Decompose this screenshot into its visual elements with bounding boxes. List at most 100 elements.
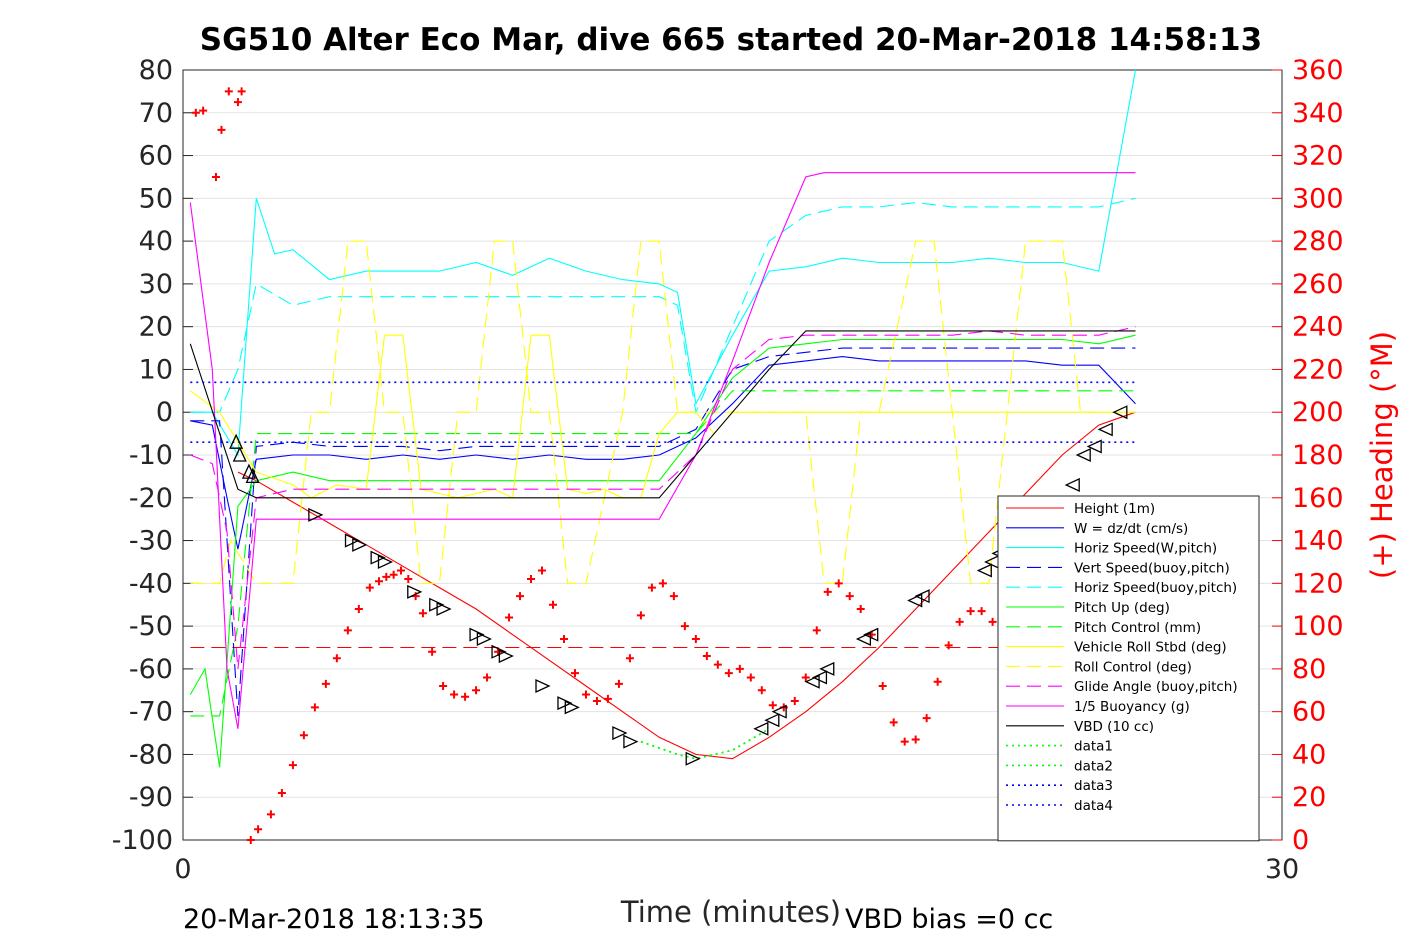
dive-marker [564,700,580,715]
dive-marker [498,649,514,664]
y2-tick-label: 140 [1292,526,1344,557]
heading-point [428,647,437,656]
heading-point [823,587,832,596]
heading-point [548,600,557,609]
y2-tick-label: 220 [1292,354,1344,385]
heading-point [955,617,964,626]
legend: Height (1m) W = dz/dt (cm/s) Horiz Speed(W… [997,495,1260,842]
y-tick-label: -10 [129,440,173,471]
heading-point [461,692,470,701]
y-tick-label: 50 [139,183,173,214]
legend-label: W = dz/dt (cm/s) [1074,521,1188,537]
dive-marker [1064,477,1080,492]
heading-point [310,703,319,712]
y-tick-label: 70 [139,98,173,129]
y2-tick-label: 300 [1292,183,1344,214]
y-tick-label: 0 [156,397,173,428]
heading-point [702,652,711,661]
dive-marker [535,678,551,694]
dive-marker [469,627,485,642]
heading-point [669,592,678,601]
heading-point [199,106,208,115]
heading-point [658,579,667,588]
heading-point [944,641,953,650]
y2-tick-label: 260 [1292,269,1344,300]
y-tick-label: 30 [139,269,173,300]
heading-point [812,626,821,635]
legend-label: Horiz Speed(buoy,pitch) [1074,580,1237,596]
heading-point [538,566,547,575]
y-tick-label: 60 [139,141,173,172]
heading-point [527,575,536,584]
dive-marker [229,433,244,449]
legend-label: 1/5 Buoyancy (g) [1074,699,1190,715]
dive-marker [407,584,423,599]
series-line-5 [189,334,1136,768]
heading-point [418,609,427,618]
y-tick-label: 10 [139,354,173,385]
series-line-3 [190,347,1136,716]
y-tick-label: -60 [129,654,173,685]
heading-point [878,682,887,690]
y-tick-label: 80 [139,55,173,86]
heading-point [191,108,200,117]
y-tick-label: 20 [139,312,173,343]
legend-box [997,495,1260,842]
plot-area: 80706050403020100-10-20-30-40-50-60-70-8… [112,55,1344,885]
heading-point [592,696,601,705]
heading-point [277,788,286,797]
footer-timestamp: 20-Mar-2018 18:13:35 [183,904,485,935]
heading-point [559,634,568,643]
dive-marker [308,507,324,522]
series-line-8 [190,240,1136,584]
heading-point [343,626,352,635]
heading-point [581,690,590,699]
y2-tick-label: 160 [1292,483,1344,514]
dive-marker [352,537,368,552]
heading-point [254,825,263,834]
chart-title: SG510 Alter Eco Mar, dive 665 started 20… [200,22,1262,58]
dive-marker [976,563,992,578]
x-axis-label: Time (minutes) [620,895,841,929]
heading-point [450,690,459,699]
series-line-0 [237,411,1136,760]
legend-label: data2 [1074,758,1113,774]
y-tick-label: -40 [129,568,173,599]
heading-point [603,694,612,703]
heading-point [472,686,481,695]
dive-marker [914,589,930,604]
dive-marker [429,597,445,612]
legend-label: Height (1m) [1074,501,1155,517]
legend-label: Horiz Speed(W,pitch) [1074,541,1217,557]
y2-tick-label: 240 [1292,312,1344,343]
heading-point [691,634,700,643]
y2-axis-label: (+) Heading (°M) [1365,331,1399,579]
heading-point [966,607,975,616]
legend-label: VBD (10 cc) [1074,719,1154,735]
heading-point [321,679,330,688]
heading-point [211,172,220,181]
heading-point [237,87,246,96]
dive-marker [1112,405,1128,420]
dive-marker [855,631,872,646]
y2-tick-label: 200 [1292,397,1344,428]
series-line-9 [190,326,1136,669]
series-line-2 [190,69,1137,457]
heading-point [483,673,492,682]
series-line-11 [189,330,1136,499]
heading-point [354,605,363,613]
series-line-7 [189,334,1136,499]
x-tick-label: 0 [174,854,191,885]
dive-marker [245,467,260,484]
heading-point [889,718,898,727]
dive-marker [377,554,394,569]
heading-point [374,577,383,586]
heading-point [856,605,865,613]
dive-marker [804,674,820,689]
heading-point [217,125,226,134]
dive-marker [612,726,628,741]
y-tick-label: -70 [129,697,173,728]
y2-tick-label: 40 [1292,739,1326,770]
heading-point [768,701,777,710]
